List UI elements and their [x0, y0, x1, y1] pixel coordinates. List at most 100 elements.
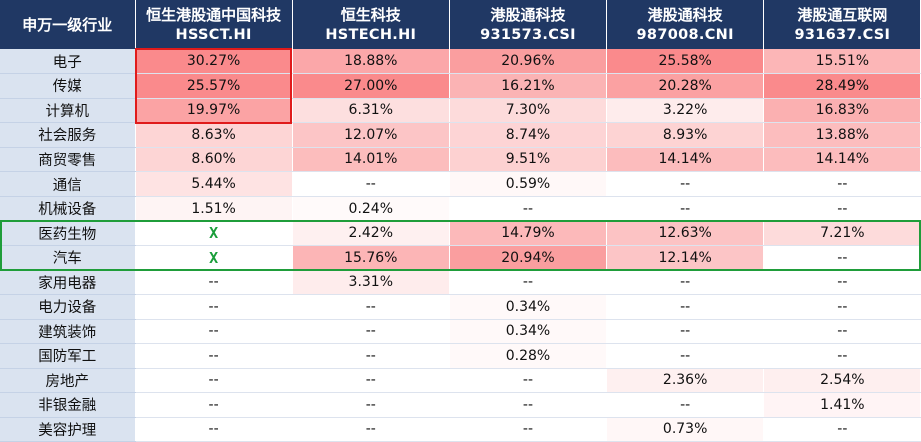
value-cell: --	[606, 196, 765, 222]
value-cell: 0.34%	[449, 319, 608, 345]
table-row: 社会服务 8.63% 12.07% 8.74% 8.93% 13.88%	[0, 122, 921, 148]
value-cell: --	[135, 269, 293, 295]
industry-label: 商贸零售	[0, 147, 136, 173]
column-name: 港股通科技	[647, 5, 723, 24]
column-header: 港股通科技 987008.CNI	[606, 0, 765, 49]
value-cell: 3.31%	[292, 269, 450, 295]
value-cell: --	[763, 269, 921, 295]
table-row: 建筑装饰 -- -- 0.34% -- --	[0, 319, 921, 345]
value-cell: 1.41%	[763, 392, 921, 418]
industry-label: 计算机	[0, 98, 136, 124]
value-cell: --	[135, 294, 293, 320]
column-name: 港股通互联网	[797, 5, 888, 24]
table-row: 电力设备 -- -- 0.34% -- --	[0, 294, 921, 320]
value-cell: 16.83%	[763, 98, 921, 124]
table-row: 国防军工 -- -- 0.28% -- --	[0, 343, 921, 369]
value-cell: --	[449, 269, 608, 295]
column-header: 恒生港股通中国科技 HSSCT.HI	[135, 0, 293, 49]
industry-label: 电力设备	[0, 294, 136, 320]
column-code: 931637.CSI	[794, 26, 891, 43]
table-row: 计算机 19.97% 6.31% 7.30% 3.22% 16.83%	[0, 98, 921, 124]
column-name: 恒生港股通中国科技	[146, 5, 282, 24]
value-cell: 14.14%	[606, 147, 765, 173]
value-cell: --	[606, 269, 765, 295]
table-row: 通信 5.44% -- 0.59% -- --	[0, 171, 921, 197]
value-cell: 14.79%	[449, 220, 608, 246]
value-cell: --	[763, 319, 921, 345]
value-cell: --	[763, 294, 921, 320]
value-cell: --	[135, 343, 293, 369]
table-row: 机械设备 1.51% 0.24% -- -- --	[0, 196, 921, 222]
value-cell: --	[606, 343, 765, 369]
value-cell: 27.00%	[292, 73, 450, 99]
column-code: 931573.CSI	[480, 26, 576, 43]
value-cell: --	[292, 392, 450, 418]
value-cell: --	[292, 294, 450, 320]
table-row: 非银金融 -- -- -- -- 1.41%	[0, 392, 921, 418]
value-cell: 8.60%	[135, 147, 293, 173]
table-body: 电子 30.27% 18.88% 20.96% 25.58% 15.51% 传媒 25.57%…	[0, 49, 921, 442]
industry-label: 通信	[0, 171, 136, 197]
value-cell: --	[135, 368, 293, 394]
value-cell: 28.49%	[763, 73, 921, 99]
value-cell: --	[763, 245, 921, 271]
value-cell: 18.88%	[292, 49, 450, 75]
value-cell: 13.88%	[763, 122, 921, 148]
value-cell: 7.30%	[449, 98, 608, 124]
value-cell: 3.22%	[606, 98, 765, 124]
value-cell: 25.58%	[606, 49, 765, 75]
corner-header: 申万一级行业	[0, 0, 136, 49]
table-row: 家用电器 -- 3.31% -- -- --	[0, 269, 921, 295]
value-cell: X	[135, 245, 293, 271]
value-cell: 14.01%	[292, 147, 450, 173]
column-header: 港股通科技 931573.CSI	[449, 0, 608, 49]
value-cell: 0.28%	[449, 343, 608, 369]
value-cell: --	[606, 319, 765, 345]
column-header: 港股通互联网 931637.CSI	[763, 0, 921, 49]
value-cell: 12.14%	[606, 245, 765, 271]
value-cell: --	[292, 343, 450, 369]
value-cell: --	[763, 417, 921, 442]
value-cell: 0.34%	[449, 294, 608, 320]
value-cell: --	[449, 417, 608, 442]
column-header: 恒生科技 HSTECH.HI	[292, 0, 450, 49]
column-code: HSSCT.HI	[175, 26, 252, 43]
value-cell: 2.42%	[292, 220, 450, 246]
value-cell: 2.54%	[763, 368, 921, 394]
value-cell: --	[135, 319, 293, 345]
column-code: 987008.CNI	[636, 26, 734, 43]
value-cell: --	[292, 171, 450, 197]
value-cell: 19.97%	[135, 98, 293, 124]
value-cell: --	[763, 343, 921, 369]
value-cell: 15.76%	[292, 245, 450, 271]
value-cell: --	[135, 417, 293, 442]
value-cell: 16.21%	[449, 73, 608, 99]
value-cell: --	[606, 392, 765, 418]
value-cell: 8.93%	[606, 122, 765, 148]
value-cell: 20.96%	[449, 49, 608, 75]
value-cell: 12.63%	[606, 220, 765, 246]
value-cell: 15.51%	[763, 49, 921, 75]
industry-label: 家用电器	[0, 269, 136, 295]
column-name: 港股通科技	[490, 5, 566, 24]
value-cell: 12.07%	[292, 122, 450, 148]
value-cell: X	[135, 220, 293, 246]
table-row: 美容护理 -- -- -- 0.73% --	[0, 417, 921, 442]
value-cell: 8.63%	[135, 122, 293, 148]
header-row: 申万一级行业 恒生港股通中国科技 HSSCT.HI 恒生科技 HSTECH.HI 港…	[0, 0, 921, 49]
value-cell: --	[763, 196, 921, 222]
industry-label: 美容护理	[0, 417, 136, 442]
industry-label: 传媒	[0, 73, 136, 99]
value-cell: --	[763, 171, 921, 197]
value-cell: 25.57%	[135, 73, 293, 99]
value-cell: --	[292, 319, 450, 345]
industry-label: 房地产	[0, 368, 136, 394]
value-cell: 20.94%	[449, 245, 608, 271]
value-cell: --	[135, 392, 293, 418]
industry-label: 国防军工	[0, 343, 136, 369]
value-cell: --	[606, 294, 765, 320]
value-cell: 1.51%	[135, 196, 293, 222]
industry-label: 非银金融	[0, 392, 136, 418]
table-row: 房地产 -- -- -- 2.36% 2.54%	[0, 368, 921, 394]
